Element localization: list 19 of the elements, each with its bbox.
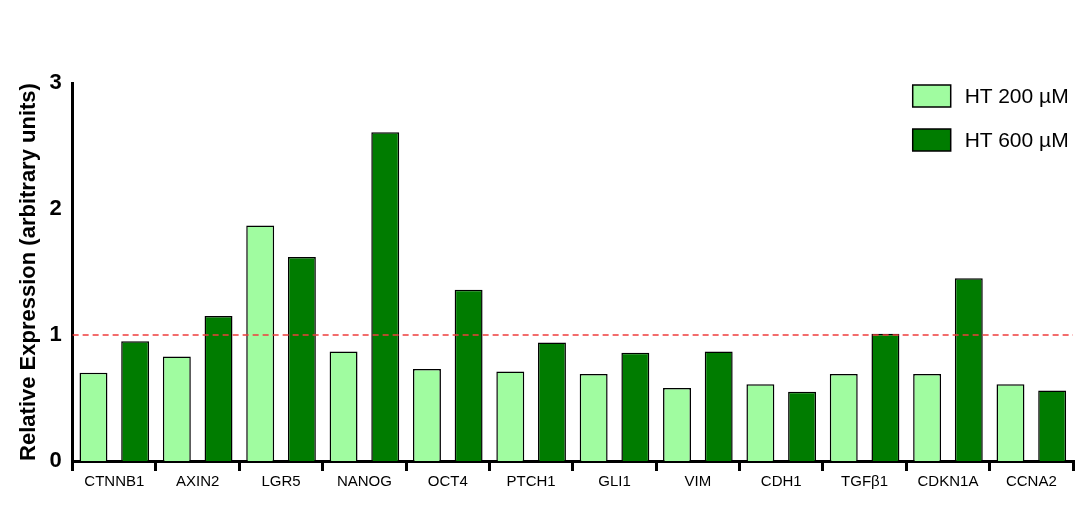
y-tick-label: 1 [49,321,62,347]
x-tick-label: LGR5 [261,472,301,490]
x-tick-label: CDH1 [760,472,802,490]
legend-label: HT 200 µM [964,83,1069,107]
y-tick-label: 3 [49,69,62,95]
x-tick-label: PTCH1 [506,472,556,490]
x-tick-label: CCNA2 [1005,472,1057,490]
x-tick-label: AXIN2 [176,472,220,490]
y-tick-label: 0 [49,447,62,473]
y-axis-title: Relative Expression (arbitrary units) [15,83,41,461]
x-tick-label: OCT4 [427,472,468,490]
x-tick-label: TGFβ1 [841,472,889,490]
x-tick-label: CDKN1A [917,472,979,490]
x-tick-label: VIM [684,472,712,490]
legend-label: HT 600 µM [964,127,1069,151]
x-tick-label: GLI1 [598,472,631,490]
x-tick-label: NANOG [336,472,392,490]
y-tick-label: 2 [49,195,62,221]
x-tick-label: CTNNB1 [84,472,145,490]
